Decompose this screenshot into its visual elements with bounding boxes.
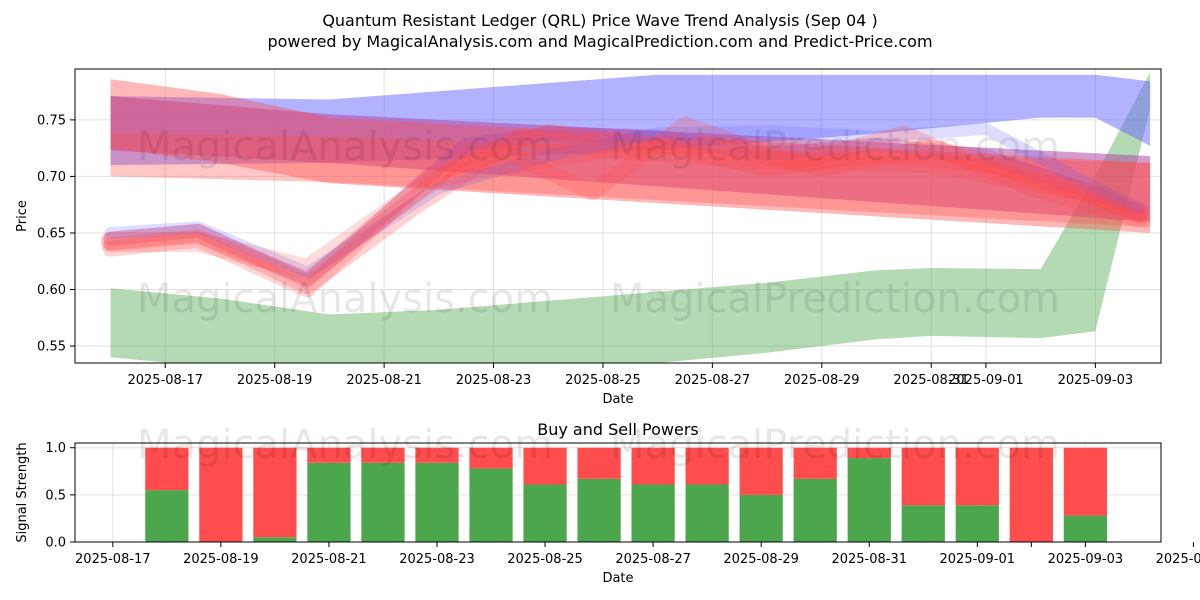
wave-band-red-wave-a: [110, 79, 1151, 233]
sell-bar-14: [901, 447, 945, 506]
price-ytick-label-3: 0.70: [37, 170, 66, 185]
buy-bar-0: [145, 490, 189, 542]
wave-band-green-wave: [110, 72, 1151, 363]
signal-title: Buy and Sell Powers: [537, 420, 699, 439]
signal-xtick-label-10: 2025-09-03: [1048, 552, 1124, 567]
watermark-mid-right: MagicalPrediction.com: [610, 276, 1060, 322]
price-ytick-label-4: 0.75: [37, 113, 66, 128]
sell-bar-2: [253, 447, 297, 538]
wave-band-red-wave-b: [110, 133, 1151, 228]
buy-bar-9: [631, 484, 675, 542]
sell-bar-17: [1063, 447, 1107, 516]
sell-bar-5: [415, 447, 459, 463]
price-wave-line-4: [102, 116, 1148, 298]
buy-bar-15: [955, 505, 999, 542]
signal-panel: 0.0 0.5 1.0 2025-08-17 2025-08-19 2025-08-21 2…: [15, 420, 1200, 586]
buy-bar-5: [415, 462, 459, 542]
signal-xtick-label-8: 2025-09-01: [940, 552, 1016, 567]
buy-bar-8: [577, 478, 621, 542]
chart-subtitle: powered by MagicalAnalysis.com and Magic…: [267, 32, 932, 51]
chart-title: Quantum Resistant Ledger (QRL) Price Wav…: [322, 11, 877, 30]
sell-bar-13: [847, 447, 891, 459]
price-ytick-label-0: 0.55: [37, 340, 66, 355]
wave-band-purple-wave: [110, 96, 1151, 222]
price-xtick-label-8: 2025-09-01: [948, 373, 1024, 388]
sell-bar-12: [793, 447, 837, 479]
price-xtick-label-0: 2025-08-17: [127, 373, 203, 388]
buy-bar-11: [739, 494, 783, 542]
signal-xtick-label-0: 2025-08-17: [75, 552, 151, 567]
sell-bar-10: [685, 447, 729, 485]
price-frame: [74, 68, 1162, 364]
sell-bar-3: [307, 447, 351, 463]
price-xtick-label-6: 2025-08-29: [784, 373, 860, 388]
signal-xtick-label-6: 2025-08-29: [723, 552, 799, 567]
signal-ytick-label-1: 0.5: [45, 488, 66, 503]
signal-xtick-label-4: 2025-08-25: [507, 552, 583, 567]
watermark-top-right: MagicalPrediction.com: [610, 124, 1060, 170]
watermark-bottom-left: MagicalAnalysis.com: [137, 422, 553, 468]
sell-bar-6: [469, 447, 513, 469]
buy-bar-17: [1063, 515, 1107, 542]
signal-xtick-label-2: 2025-08-21: [291, 552, 367, 567]
price-wave-line-2: [101, 127, 1149, 294]
signal-xtick-label-11: 2025-09-05: [1156, 552, 1200, 567]
sell-bar-8: [577, 447, 621, 479]
signal-ytick-label-0: 0.0: [45, 536, 66, 551]
signal-xtick-label-7: 2025-08-31: [831, 552, 907, 567]
price-wave-line-5: [100, 138, 1150, 280]
signal-ylabel: Signal Strength: [15, 442, 30, 542]
price-ytick-label-2: 0.65: [37, 226, 66, 241]
price-xtick-label-5: 2025-08-27: [675, 373, 751, 388]
signal-plot-area: [145, 447, 1107, 542]
price-xtick-label-2: 2025-08-21: [346, 373, 422, 388]
buy-bar-2: [253, 537, 297, 542]
price-panel: 0.55 0.60 0.65 0.70 0.75 2025-08-17 2025-08-19…: [15, 68, 1162, 407]
price-wave-line-3: [104, 122, 1146, 279]
signal-xlabel: Date: [602, 571, 633, 586]
buy-bar-3: [307, 462, 351, 542]
price-xtick-label-4: 2025-08-25: [565, 373, 641, 388]
sell-bar-7: [523, 447, 567, 485]
buy-bar-12: [793, 478, 837, 542]
signal-xtick-label-1: 2025-08-19: [183, 552, 259, 567]
sell-bar-11: [739, 447, 783, 495]
sell-bar-1: [199, 447, 243, 542]
buy-bar-7: [523, 484, 567, 542]
watermark-mid-left: MagicalAnalysis.com: [137, 276, 553, 322]
price-wave-line-1: [103, 124, 1147, 286]
buy-bar-6: [469, 468, 513, 542]
sell-bar-16: [1009, 447, 1053, 542]
sell-bar-15: [955, 447, 999, 506]
price-wave-line-0: [103, 126, 1147, 288]
price-xtick-label-1: 2025-08-19: [237, 373, 313, 388]
price-ylabel: Price: [15, 200, 30, 232]
sell-bar-4: [361, 447, 405, 463]
buy-bar-4: [361, 462, 405, 542]
price-xtick-label-9: 2025-09-03: [1058, 373, 1134, 388]
signal-ytick-label-2: 1.0: [45, 441, 66, 456]
sell-bar-9: [631, 447, 675, 485]
watermark-bottom-right: MagicalPrediction.com: [610, 422, 1060, 468]
buy-bar-14: [901, 505, 945, 542]
buy-bar-13: [847, 458, 891, 542]
price-xtick-label-3: 2025-08-23: [456, 373, 532, 388]
buy-bar-10: [685, 484, 729, 542]
signal-frame: [74, 442, 1162, 543]
price-xlabel: Date: [602, 392, 633, 407]
signal-xtick-label-5: 2025-08-27: [615, 552, 691, 567]
watermark-top-left: MagicalAnalysis.com: [137, 124, 553, 170]
price-plot-area: [100, 72, 1151, 363]
price-ytick-label-1: 0.60: [37, 283, 66, 298]
signal-xtick-label-3: 2025-08-23: [399, 552, 475, 567]
sell-bar-0: [145, 447, 189, 491]
price-xtick-label-7: 2025-08-31: [893, 373, 969, 388]
